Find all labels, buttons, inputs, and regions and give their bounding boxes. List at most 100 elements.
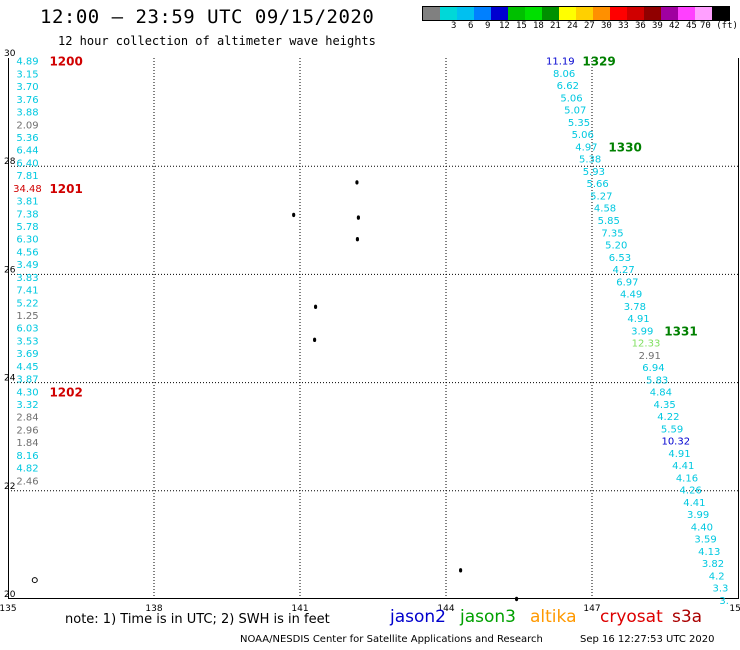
legend-swatch [627, 7, 644, 20]
island-shape [313, 337, 317, 343]
wave-height-value: 5.06 [572, 130, 594, 141]
wave-height-value: 3. [719, 596, 729, 607]
island-shape [514, 596, 519, 602]
wave-height-value: 6.53 [609, 253, 631, 264]
legend-swatch [644, 7, 661, 20]
map-plot-area [8, 58, 739, 599]
wave-height-value: 2.84 [16, 413, 38, 424]
legend-swatch [712, 7, 729, 20]
wave-height-value: 4.30 [16, 387, 38, 398]
lat-tick-label: 22 [4, 482, 15, 492]
wave-height-value: 3.76 [16, 95, 38, 106]
wave-height-value: 8.06 [553, 69, 575, 80]
wave-height-value: 6.40 [16, 158, 38, 169]
wave-height-value: 8.16 [16, 451, 38, 462]
island-shape [313, 304, 318, 310]
wave-height-value: 7.38 [16, 209, 38, 220]
pass-time-label: 1201 [49, 182, 82, 196]
wave-height-value: 4.89 [16, 57, 38, 68]
wave-height-value: 4.91 [627, 314, 649, 325]
wave-height-value: 4.56 [16, 247, 38, 258]
lat-tick-label: 24 [4, 374, 16, 384]
lon-tick-label: 138 [145, 604, 162, 614]
wave-height-value: 3.83 [16, 273, 38, 284]
legend-swatch [576, 7, 593, 20]
wave-height-value: 2.96 [16, 425, 38, 436]
wave-height-value: 7.41 [16, 286, 38, 297]
wave-height-value: 5.78 [16, 222, 38, 233]
wave-height-value: 3.99 [631, 326, 653, 337]
legend-swatch [610, 7, 627, 20]
wave-height-value: 3.78 [624, 302, 646, 313]
legend-swatch [661, 7, 678, 20]
wave-height-value: 4.26 [680, 486, 702, 497]
page-subtitle: 12 hour collection of altimeter wave hei… [58, 34, 376, 48]
island-shape [459, 568, 463, 573]
wave-height-value: 5.38 [579, 155, 601, 166]
satellite-name: s3a [672, 607, 703, 627]
wave-height-value: 5.22 [16, 298, 38, 309]
pass-time-label: 1330 [608, 140, 641, 154]
legend-label: 42 [669, 21, 680, 31]
lat-tick-label: 28 [4, 157, 16, 167]
wave-height-value: 3.88 [16, 108, 38, 119]
legend-label: 12 [499, 21, 510, 31]
legend-unit: 70 (ft) [700, 21, 738, 31]
legend-label: 30 [601, 21, 612, 31]
wave-height-value: 4.41 [672, 461, 694, 472]
satellite-name: cryosat [600, 607, 663, 627]
wave-height-value: 1.25 [16, 311, 38, 322]
wave-height-value: 4.2 [709, 571, 725, 582]
legend-swatch [695, 7, 712, 20]
wave-height-value: 5.07 [564, 106, 586, 117]
wave-height-value: 5.83 [646, 375, 668, 386]
wave-height-value: 4.91 [668, 449, 690, 460]
legend-label: 39 [652, 21, 663, 31]
wave-height-color-legend [422, 6, 730, 21]
legend-swatch [678, 7, 695, 20]
island-shape [355, 180, 359, 185]
legend-label: 6 [468, 21, 474, 31]
pass-time-label: 1202 [49, 385, 82, 399]
wave-height-value: 4.40 [691, 522, 713, 533]
wave-height-value: 6.62 [557, 81, 579, 92]
pass-time-label: 1331 [664, 324, 697, 338]
page-title: 12:00 — 23:59 UTC 09/15/2020 [40, 6, 375, 28]
wave-height-value: 12.33 [632, 339, 661, 350]
island-shape [356, 215, 360, 220]
legend-label: 36 [635, 21, 646, 31]
wave-height-value: 4.49 [620, 290, 642, 301]
pass-time-label: 1329 [582, 55, 615, 69]
wave-height-value: 4.13 [698, 547, 720, 558]
wave-height-value: 2.46 [16, 476, 38, 487]
legend-label: 3 [451, 21, 457, 31]
legend-swatch [542, 7, 559, 20]
wave-height-value: 5.93 [583, 167, 605, 178]
wave-height-value: 4.41 [683, 498, 705, 509]
wave-height-value: 3.3 [713, 584, 729, 595]
wave-height-value: 3.69 [16, 349, 38, 360]
wave-height-value: 4.22 [657, 412, 679, 423]
lon-tick-label: 141 [291, 604, 308, 614]
satellite-name: jason3 [460, 607, 516, 627]
wave-height-value: 5.59 [661, 424, 683, 435]
legend-swatch [491, 7, 508, 20]
island-shape [355, 237, 360, 242]
pass-time-label: 1200 [49, 55, 82, 69]
wave-height-value: 3.32 [16, 400, 38, 411]
wave-height-value: 4.27 [613, 265, 635, 276]
lon-tick-label: 135 [0, 604, 17, 614]
legend-label: 15 [516, 21, 527, 31]
wave-height-value: 11.19 [546, 57, 575, 68]
footer-note: note: 1) Time is in UTC; 2) SWH is in fe… [65, 612, 330, 627]
wave-height-value: 3.87 [16, 375, 38, 386]
lon-tick-label: 144 [437, 604, 454, 614]
lon-tick-label: 147 [583, 604, 600, 614]
wave-height-value: 6.03 [16, 324, 38, 335]
wave-height-value: 3.15 [16, 69, 38, 80]
legend-swatch [593, 7, 610, 20]
legend-swatch [559, 7, 576, 20]
wave-height-value: 3.53 [16, 336, 38, 347]
wave-height-value: 3.81 [16, 197, 38, 208]
legend-label: 9 [485, 21, 491, 31]
